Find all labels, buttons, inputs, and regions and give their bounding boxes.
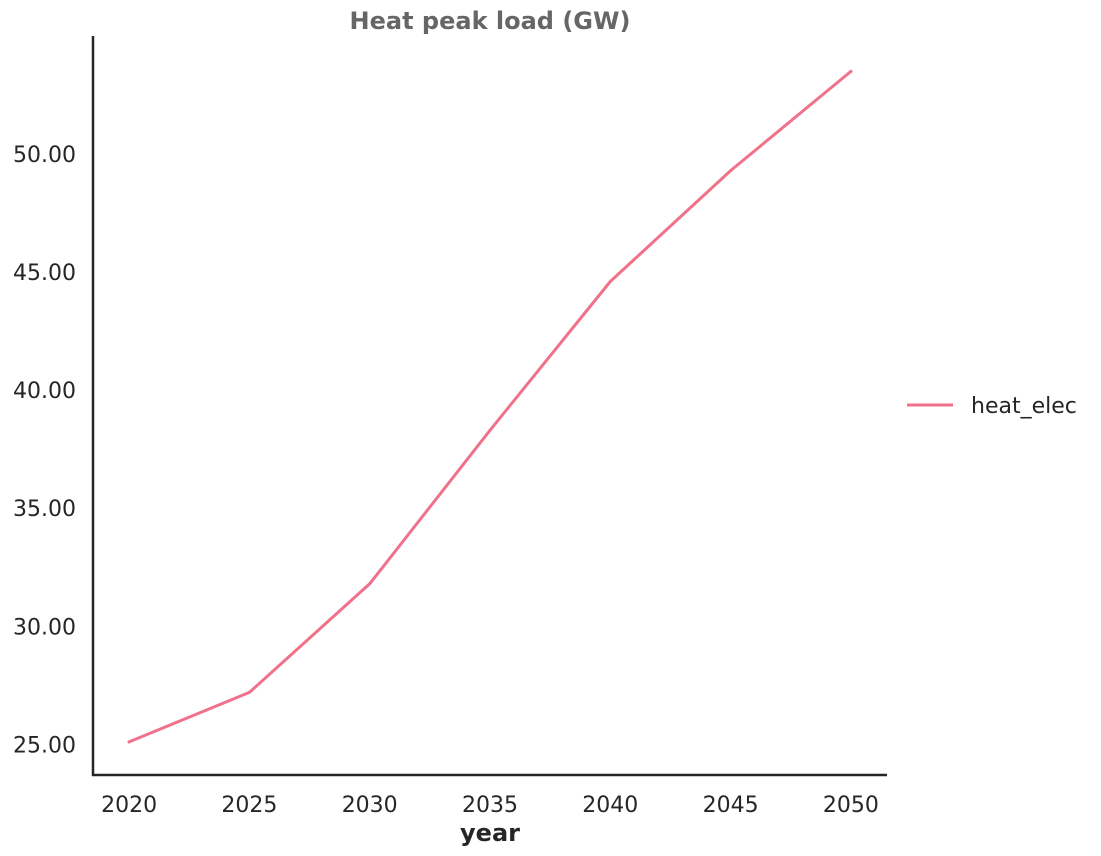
data-point (849, 69, 853, 73)
y-tick-label: 30.00 (13, 615, 76, 640)
series-line-heat_elec (127, 69, 853, 744)
legend-label: heat_elec (971, 394, 1077, 419)
y-tick-label: 45.00 (13, 261, 76, 286)
data-point (368, 582, 372, 586)
x-tick-label: 2045 (703, 793, 759, 818)
data-point (488, 428, 492, 432)
x-tick-label: 2035 (462, 793, 518, 818)
y-tick-label: 25.00 (13, 733, 76, 758)
y-tick-label: 50.00 (13, 143, 76, 168)
x-tick-label: 2020 (101, 793, 157, 818)
y-tick-labels: 25.00 30.00 35.00 40.00 45.00 50.00 (13, 143, 76, 758)
x-tick-labels: 2020 2025 2030 2035 2040 2045 2050 (101, 793, 879, 818)
x-tick-label: 2040 (582, 793, 638, 818)
data-point (729, 169, 733, 173)
x-tick-label: 2025 (221, 793, 277, 818)
x-tick-label: 2030 (342, 793, 398, 818)
data-point (608, 280, 612, 284)
legend: heat_elec (907, 394, 1077, 419)
x-tick-label: 2050 (823, 793, 879, 818)
y-tick-label: 40.00 (13, 379, 76, 404)
data-point (247, 690, 251, 694)
x-axis-label: year (460, 819, 520, 847)
data-point (127, 740, 131, 744)
y-tick-label: 35.00 (13, 497, 76, 522)
plot-area (91, 36, 887, 777)
series-lines (127, 69, 853, 744)
chart-title: Heat peak load (GW) (350, 7, 631, 35)
